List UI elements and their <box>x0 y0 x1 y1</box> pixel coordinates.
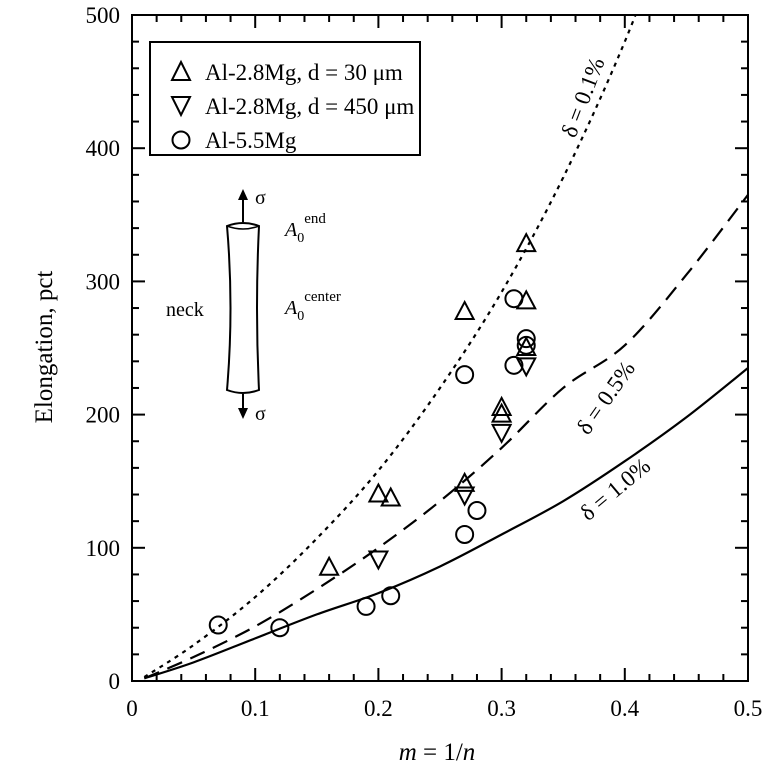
specimen-top-edge <box>226 225 260 230</box>
specimen-outline <box>225 222 261 394</box>
ticks-layer: 0 0.1 0.2 0.3 0.4 0.5 0 100 200 300 400 500 <box>86 3 763 721</box>
point-circle <box>516 329 536 349</box>
point-triangle-down <box>367 550 390 571</box>
point-triangle-up <box>367 482 390 503</box>
curve-label-delta-0.5: δ = 0.5% <box>572 356 640 439</box>
legend: Al-2.8Mg, d = 30 μm Al-2.8Mg, d = 450 μm… <box>149 41 421 156</box>
point-triangle-up <box>490 395 513 416</box>
x-tick-label: 0.3 <box>487 696 516 721</box>
point-triangle-down <box>490 423 513 445</box>
curve-dotted <box>143 15 637 678</box>
curve-solid <box>143 367 748 680</box>
point-triangle-up <box>453 471 476 492</box>
legend-marker-circle <box>171 130 191 150</box>
point-triangle-up <box>490 402 513 423</box>
a0-end-label: A0end <box>283 211 326 246</box>
y-axis-title: Elongation, pct <box>31 271 58 424</box>
point-triangle-up <box>380 486 402 507</box>
curve-label-delta-1.0: δ = 1.0% <box>575 453 655 526</box>
point-circle <box>504 355 524 375</box>
curves-layer <box>143 15 748 680</box>
point-circle <box>270 618 290 638</box>
point-circle <box>455 365 475 385</box>
legend-marker-triangle-down <box>170 96 192 118</box>
sigma-arrow-bottom-head <box>238 408 248 419</box>
y-tick-label: 200 <box>86 403 121 428</box>
y-tick-label: 400 <box>86 136 121 161</box>
legend-label-3: Al-5.5Mg <box>205 128 297 153</box>
x-tick-label: 0 <box>126 696 138 721</box>
point-triangle-down <box>515 357 537 378</box>
point-circle <box>504 289 524 309</box>
x-tick-label: 0.5 <box>734 696 763 721</box>
legend-label-2: Al-2.8Mg, d = 450 μm <box>205 94 414 119</box>
neck-label: neck <box>166 299 204 321</box>
point-circle <box>455 524 475 544</box>
sigma-top-label: σ <box>255 187 266 209</box>
point-circle <box>356 596 376 616</box>
y-tick-label: 500 <box>86 3 121 28</box>
x-axis-var-m: m <box>399 739 417 766</box>
point-triangle-up <box>515 231 537 253</box>
legend-marker-triangle-up <box>170 59 192 81</box>
x-tick-label: 0.4 <box>610 696 639 721</box>
plot-frame-rect <box>131 14 749 682</box>
point-triangle-up <box>318 555 340 576</box>
legend-box <box>149 41 421 156</box>
point-circle <box>208 615 228 635</box>
x-tick-label: 0.2 <box>364 696 393 721</box>
point-circle <box>381 586 401 606</box>
point-circle <box>516 335 536 355</box>
legend-label-1: Al-2.8Mg, d = 30 μm <box>205 60 403 85</box>
point-circle <box>467 501 487 521</box>
x-axis-var-n: n <box>463 739 476 766</box>
x-tick-label: 0.1 <box>241 696 270 721</box>
x-axis-eq: = 1/ <box>417 739 463 766</box>
plot-frame <box>131 14 749 682</box>
neck-specimen-schematic: σ σ neck A0end A0center <box>166 187 341 425</box>
y-tick-label: 0 <box>109 669 121 694</box>
point-triangle-down <box>453 486 476 507</box>
curve-dashed <box>143 194 748 680</box>
a0-center-label: A0center <box>283 289 341 324</box>
sigma-bottom-label: σ <box>255 403 266 425</box>
x-axis-title: m = 1/n <box>399 739 476 766</box>
data-points-layer <box>208 231 537 638</box>
y-tick-label: 100 <box>86 536 121 561</box>
point-triangle-up <box>453 299 476 321</box>
sigma-arrow-top-head <box>238 189 248 200</box>
y-tick-label: 300 <box>86 269 121 294</box>
